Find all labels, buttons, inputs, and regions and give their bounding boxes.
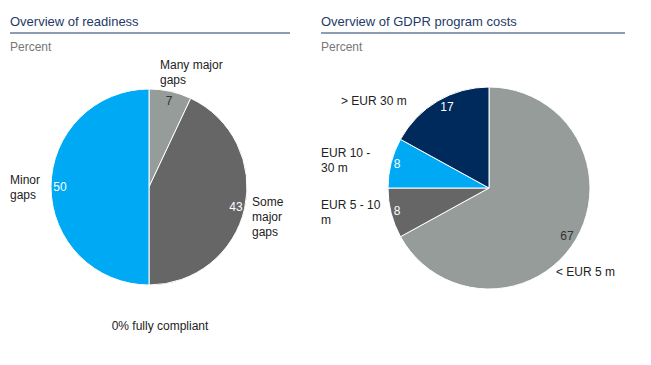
pie-slice bbox=[51, 89, 149, 285]
chart-subtitle: Percent bbox=[321, 40, 363, 54]
annotation: 0% fully compliant bbox=[112, 319, 209, 333]
chart-title: Overview of GDPR program costs bbox=[321, 14, 517, 29]
slice-label: EUR 5 - 10m bbox=[321, 198, 381, 227]
chart-title: Overview of readiness bbox=[10, 14, 139, 29]
slice-label: Minorgaps bbox=[10, 173, 40, 202]
data-label: 7 bbox=[166, 94, 173, 108]
chart-subtitle: Percent bbox=[10, 40, 52, 54]
data-label: 17 bbox=[440, 100, 454, 114]
data-label: 43 bbox=[229, 200, 243, 214]
data-label: 50 bbox=[53, 180, 67, 194]
data-label: 67 bbox=[560, 229, 574, 243]
title-rule bbox=[321, 33, 625, 34]
slice-label: Somemajorgaps bbox=[252, 195, 284, 239]
pie-slice bbox=[400, 87, 489, 188]
slice-label: EUR 10 -30 m bbox=[321, 146, 370, 175]
slice-label: Many majorgaps bbox=[160, 58, 223, 87]
data-label: 8 bbox=[394, 204, 401, 218]
title-rule bbox=[10, 33, 290, 34]
pie-slice bbox=[388, 188, 489, 237]
pie-slice bbox=[149, 98, 247, 285]
pie bbox=[388, 87, 590, 289]
chart-canvas: Overview of readiness Percent Many majorga… bbox=[0, 0, 651, 365]
data-label: 8 bbox=[394, 157, 401, 171]
slice-label: > EUR 30 m bbox=[341, 94, 407, 108]
slice-label: < EUR 5 m bbox=[556, 265, 615, 279]
pie bbox=[51, 89, 247, 285]
